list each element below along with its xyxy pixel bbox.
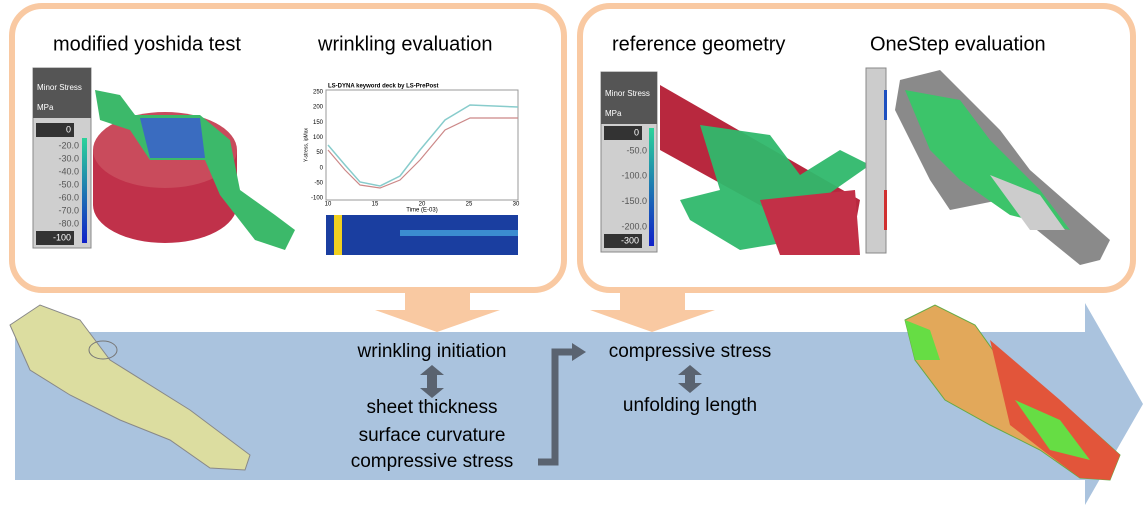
- legend-unit: MPa: [37, 103, 54, 112]
- legend-tick: -80.0: [58, 218, 79, 228]
- legend-tick: -70.0: [58, 205, 79, 215]
- plot-x-tick: 25: [466, 202, 473, 208]
- plot-x-tick: 15: [372, 202, 379, 208]
- panel-title: modified yoshida test: [53, 33, 241, 55]
- legend-tick: -200.0: [621, 221, 647, 231]
- panel-title: OneStep evaluation: [870, 33, 1046, 55]
- plot-y-tick: 250: [313, 90, 324, 96]
- legend-tick: -40.0: [58, 166, 79, 176]
- panel-title: reference geometry: [612, 33, 785, 55]
- plot-x-tick: 30: [513, 202, 520, 208]
- plot-y-tick: -50: [314, 180, 323, 186]
- diagram: modified yoshida test wrinkling evaluatio…: [0, 0, 1143, 505]
- heatmap: [334, 215, 342, 255]
- plot-y-tick: 150: [313, 120, 324, 126]
- legend-tick: -30.0: [58, 153, 79, 163]
- panel-title: wrinkling evaluation: [317, 33, 493, 55]
- plot-x-tick: 10: [325, 202, 332, 208]
- plot-y-tick: -100: [311, 196, 324, 202]
- render: [140, 118, 205, 158]
- down-arrow: [375, 290, 500, 332]
- legend-tick: -50.0: [58, 179, 79, 189]
- legend-top: 0: [634, 127, 639, 137]
- plot-y-tick: 50: [316, 150, 323, 156]
- flow-text: surface curvature: [359, 425, 506, 446]
- plot-x-tick: 20: [419, 202, 426, 208]
- flow-text: unfolding length: [623, 395, 757, 416]
- legend-title: Minor Stress: [37, 83, 82, 92]
- plot-title: LS-DYNA keyword deck by LS-PrePost: [328, 84, 438, 90]
- legend-bottom: -100: [53, 232, 71, 242]
- legend-unit: MPa: [605, 109, 622, 118]
- legend-box: [866, 68, 886, 253]
- flow-text: compressive stress: [351, 451, 514, 472]
- color-bar: [884, 90, 887, 120]
- legend-top: 0: [66, 124, 71, 134]
- legend-bottom: -300: [621, 235, 639, 245]
- color-bar: [884, 190, 887, 230]
- legend-tick: -20.0: [58, 140, 79, 150]
- color-bar: [82, 138, 87, 243]
- plot-y-label: Y-stress, ipMax: [303, 128, 309, 162]
- legend-tick: -50.0: [626, 145, 647, 155]
- legend-tick: -60.0: [58, 192, 79, 202]
- plot-x-label: Time (E-03): [406, 208, 437, 214]
- flow-text: wrinkling initiation: [357, 341, 507, 362]
- heatmap: [400, 230, 518, 236]
- flow-text: compressive stress: [609, 341, 772, 362]
- flow-text: sheet thickness: [367, 397, 498, 418]
- down-arrow: [590, 290, 715, 332]
- legend-tick: -150.0: [621, 196, 647, 206]
- plot-y-tick: 100: [313, 135, 324, 141]
- plot-y-tick: 200: [313, 105, 324, 111]
- legend-tick: -100.0: [621, 171, 647, 181]
- legend-title: Minor Stress: [605, 89, 650, 98]
- color-bar: [649, 128, 654, 246]
